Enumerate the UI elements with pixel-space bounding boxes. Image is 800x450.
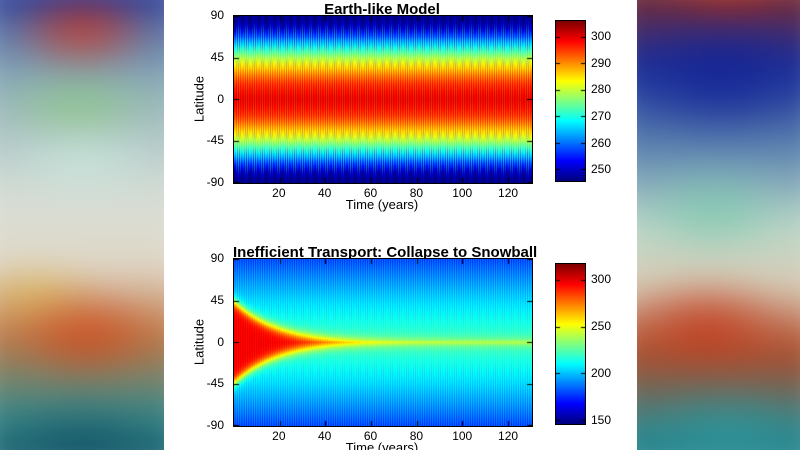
blurred-backdrop-right xyxy=(610,0,800,450)
x-tick-label: 20 xyxy=(272,429,286,443)
x-tick-label: 120 xyxy=(498,429,519,443)
heatmap-canvas xyxy=(233,258,533,427)
y-tick-label: -90 xyxy=(206,175,224,189)
colorbar-tick-label: 300 xyxy=(591,272,612,286)
colorbar-tick-label: 200 xyxy=(591,366,612,381)
y-tick-labels: 90 45 0 -45 -90 xyxy=(189,8,229,189)
colorbar-canvas xyxy=(555,20,586,182)
colorbar-tick-label: 270 xyxy=(591,109,612,123)
snowball-model-chart: Inefficient Transport: Collapse to Snowb… xyxy=(164,243,637,450)
heatmap-plot: 90 45 0 -45 -90 20 40 60 80 100 120 xyxy=(207,8,533,200)
y-tick-label: 45 xyxy=(210,49,224,64)
x-tick-label: 60 xyxy=(363,429,378,443)
x-axis-label: Time (years) xyxy=(345,440,419,450)
x-tick-label: 40 xyxy=(318,186,332,200)
y-tick-labels: 90 45 0 -45 -90 xyxy=(189,251,229,432)
heatmap-plot: 90 45 0 -45 -90 20 40 60 80 100 120 xyxy=(207,251,533,443)
y-tick-label: 0 xyxy=(217,91,224,106)
x-tick-label: 120 xyxy=(498,186,519,200)
x-tick-label: 20 xyxy=(272,186,286,200)
colorbar: 300 290 280 270 260 250 xyxy=(555,20,627,182)
y-tick-label: 90 xyxy=(210,8,224,22)
colorbar-tick-labels: 300 250 200 150 xyxy=(555,263,627,427)
colorbar-tick-label: 150 xyxy=(591,413,612,428)
y-tick-label: -90 xyxy=(206,418,224,432)
y-tick-label: -45 xyxy=(206,133,224,148)
blurred-backdrop-left xyxy=(0,0,190,450)
y-tick-label: 0 xyxy=(217,334,224,349)
colorbar-tick-labels: 300 290 280 270 260 250 xyxy=(555,20,627,180)
x-tick-label: 80 xyxy=(409,186,424,200)
y-tick-label: -45 xyxy=(206,376,224,391)
chart-title: Earth-like Model xyxy=(324,1,440,18)
colorbar-tick-label: 300 xyxy=(591,29,612,43)
x-tick-labels: 20 40 60 80 100 120 xyxy=(233,425,531,443)
figure-panel: Earth-like Model Latitude 90 45 0 -45 -90 20… xyxy=(164,0,637,450)
x-axis-label: Time (years) xyxy=(345,197,419,212)
colorbar-tick-label: 280 xyxy=(591,82,612,97)
chart-title: Inefficient Transport: Collapse to Snowb… xyxy=(233,244,538,261)
heatmap-canvas xyxy=(233,15,533,184)
colorbar-tick-label: 250 xyxy=(591,319,612,334)
colorbar: 300 250 200 150 xyxy=(555,263,627,427)
colorbar-tick-label: 290 xyxy=(591,55,612,70)
y-tick-label: 90 xyxy=(210,251,224,265)
colorbar-canvas xyxy=(555,263,586,425)
earth-model-chart: Earth-like Model Latitude 90 45 0 -45 -90 20… xyxy=(164,0,637,225)
x-tick-label: 100 xyxy=(452,186,473,200)
x-tick-label: 60 xyxy=(363,186,378,200)
x-tick-labels: 20 40 60 80 100 120 xyxy=(233,182,531,200)
x-tick-label: 100 xyxy=(452,429,473,443)
x-tick-label: 80 xyxy=(409,429,424,443)
colorbar-tick-label: 250 xyxy=(591,162,612,177)
colorbar-tick-label: 260 xyxy=(591,135,612,150)
x-tick-label: 40 xyxy=(318,429,332,443)
y-tick-label: 45 xyxy=(210,292,224,307)
